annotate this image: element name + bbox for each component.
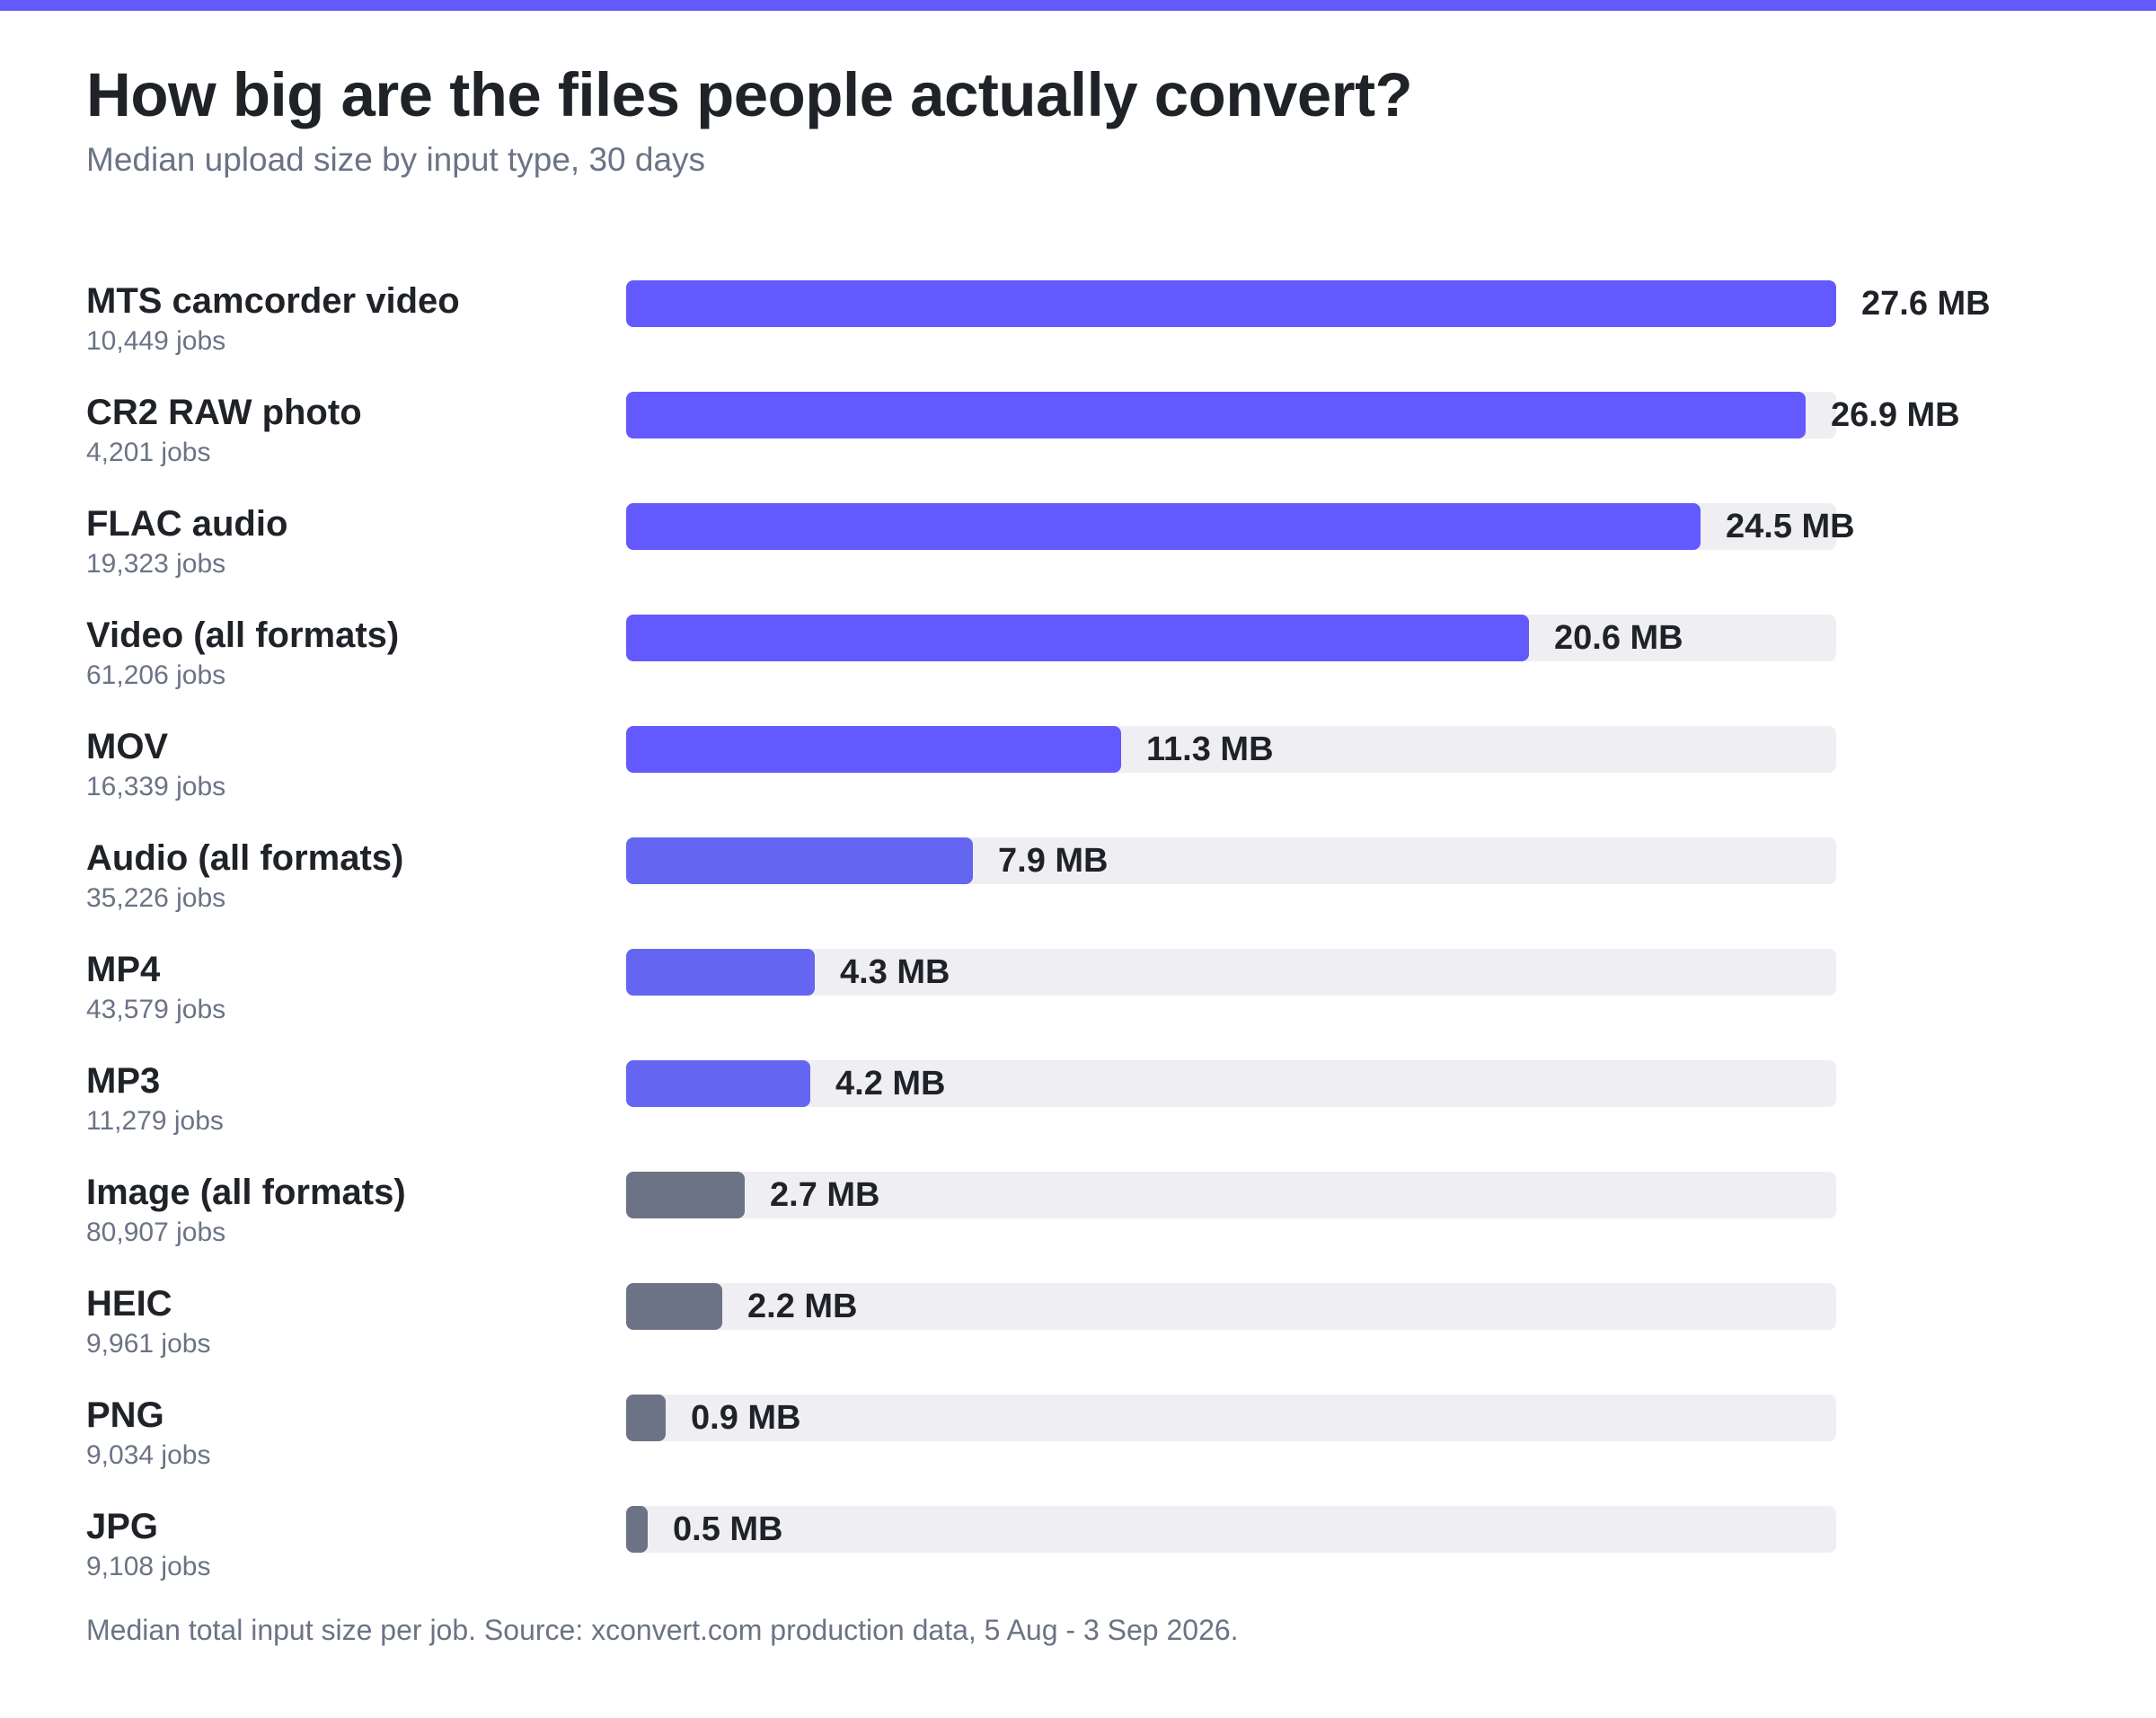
category-label: MP3 (86, 1061, 161, 1101)
bar-value-label: 4.3 MB (840, 953, 950, 991)
bar-row: MP3 11,279 jobs 4.2 MB (0, 1058, 2156, 1170)
bar-track (626, 949, 1836, 996)
bar-value-label: 27.6 MB (1861, 285, 1991, 323)
category-label: Audio (all formats) (86, 838, 404, 878)
bar-track (626, 1060, 1836, 1107)
bar-value-label: 7.9 MB (998, 842, 1109, 880)
bar-row: FLAC audio 19,323 jobs 24.5 MB (0, 501, 2156, 613)
chart-title: How big are the files people actually co… (86, 60, 1413, 129)
bar-value-label: 20.6 MB (1554, 619, 1683, 657)
job-count-label: 9,034 jobs (86, 1440, 211, 1470)
job-count-label: 4,201 jobs (86, 438, 211, 467)
category-label: MP4 (86, 950, 161, 989)
bar (626, 1172, 745, 1218)
bar (626, 1283, 722, 1330)
bar-row: CR2 RAW photo 4,201 jobs 26.9 MB (0, 390, 2156, 501)
bar (626, 1060, 810, 1107)
bar-track (626, 837, 1836, 884)
bar-value-label: 11.3 MB (1146, 731, 1274, 768)
bar (626, 1395, 666, 1441)
bar-track (626, 615, 1836, 661)
category-label: MTS camcorder video (86, 281, 460, 321)
bar-value-label: 4.2 MB (835, 1065, 946, 1103)
bar-value-label: 26.9 MB (1831, 396, 1960, 434)
bar-row: Audio (all formats) 35,226 jobs 7.9 MB (0, 836, 2156, 947)
job-count-label: 9,108 jobs (86, 1552, 211, 1581)
category-label: PNG (86, 1395, 164, 1435)
bar-row: MP4 43,579 jobs 4.3 MB (0, 947, 2156, 1058)
bar-row: Video (all formats) 61,206 jobs 20.6 MB (0, 613, 2156, 724)
category-label: Video (all formats) (86, 615, 400, 655)
bar (626, 837, 973, 884)
category-label: FLAC audio (86, 504, 288, 544)
bar-value-label: 0.5 MB (673, 1510, 783, 1548)
job-count-label: 16,339 jobs (86, 772, 226, 801)
bar-value-label: 2.7 MB (770, 1176, 880, 1214)
bar-row: MTS camcorder video 10,449 jobs 27.6 MB (0, 279, 2156, 390)
bar-track (626, 1506, 1836, 1553)
bar (626, 949, 815, 996)
job-count-label: 61,206 jobs (86, 660, 226, 690)
bar-track (626, 726, 1836, 773)
bar-value-label: 0.9 MB (691, 1399, 801, 1437)
bar-row: Image (all formats) 80,907 jobs 2.7 MB (0, 1170, 2156, 1281)
bar (626, 726, 1121, 773)
bar-track (626, 1283, 1836, 1330)
job-count-label: 9,961 jobs (86, 1329, 211, 1359)
category-label: HEIC (86, 1284, 172, 1324)
chart-footnote: Median total input size per job. Source:… (86, 1614, 1239, 1646)
category-label: Image (all formats) (86, 1173, 406, 1212)
bar-row: PNG 9,034 jobs 0.9 MB (0, 1393, 2156, 1504)
category-label: JPG (86, 1507, 159, 1546)
bar-track (626, 280, 1836, 327)
job-count-label: 80,907 jobs (86, 1218, 226, 1247)
bar (626, 503, 1701, 550)
bar-track (626, 392, 1836, 438)
bar (626, 1506, 648, 1553)
bar-row: JPG 9,108 jobs 0.5 MB (0, 1504, 2156, 1616)
bar (626, 392, 1806, 438)
category-label: MOV (86, 727, 169, 766)
bar-value-label: 24.5 MB (1726, 508, 1855, 545)
chart-subtitle: Median upload size by input type, 30 day… (86, 141, 706, 178)
job-count-label: 19,323 jobs (86, 549, 226, 579)
bar-track (626, 503, 1836, 550)
bar-row: MOV 16,339 jobs 11.3 MB (0, 724, 2156, 836)
bar-track (626, 1395, 1836, 1441)
bar (626, 280, 1836, 327)
job-count-label: 43,579 jobs (86, 995, 226, 1024)
bar-value-label: 2.2 MB (747, 1288, 858, 1325)
job-count-label: 10,449 jobs (86, 326, 226, 356)
job-count-label: 35,226 jobs (86, 883, 226, 913)
bar-row: HEIC 9,961 jobs 2.2 MB (0, 1281, 2156, 1393)
category-label: CR2 RAW photo (86, 393, 362, 432)
job-count-label: 11,279 jobs (86, 1106, 224, 1136)
bar-track (626, 1172, 1836, 1218)
bar (626, 615, 1529, 661)
top-accent-bar (0, 0, 2156, 11)
